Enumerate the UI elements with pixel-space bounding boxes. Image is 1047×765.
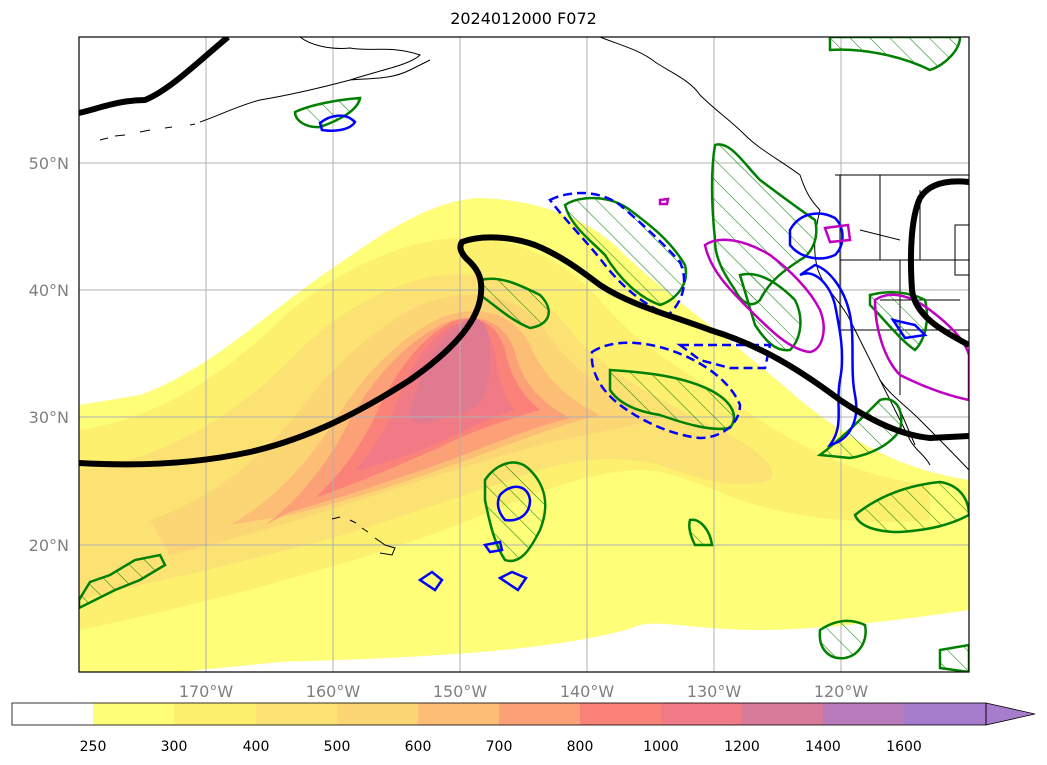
colorbar-cell: [742, 703, 823, 725]
blue-contour-j: [482, 540, 504, 554]
colorbar-cell: [499, 703, 580, 725]
blue-contours: [318, 114, 928, 592]
jet-axis-contours: [79, 37, 969, 468]
blue-contour-f: [496, 485, 532, 522]
colorbar: 250 300 400 500 600 700 800 1000 1200 14…: [11, 702, 1036, 755]
magenta-contour-a: [703, 238, 825, 354]
lat-label-40n: 40°N: [29, 281, 69, 300]
blue-contour-d: [788, 212, 844, 260]
hawaii: [331, 516, 396, 556]
lon-label-140w: 140°W: [560, 682, 615, 701]
colorbar-tick-1200: 1200: [724, 739, 760, 755]
colorbar-cell: [904, 703, 986, 725]
colorbar-cells: [12, 703, 986, 725]
lon-label-160w: 160°W: [306, 682, 361, 701]
colorbar-tick-labels: 250 300 400 500 600 700 800 1000 1200 14…: [80, 739, 922, 755]
lat-label-50n: 50°N: [29, 154, 69, 173]
colorbar-tick-1400: 1400: [805, 739, 841, 755]
colorbar-cell: [661, 703, 742, 725]
green-contour-i: [818, 619, 867, 660]
jet-axis-east: [907, 178, 969, 348]
green-contour-k: [828, 37, 962, 72]
alaska-coast: [199, 37, 821, 211]
magenta-contour-d: [658, 197, 670, 206]
longitude-axis-labels: 170°W 160°W 150°W 140°W 130°W 120°W: [179, 682, 869, 701]
map-title: 2024012000 F072: [450, 9, 597, 28]
colorbar-tick-500: 500: [324, 739, 351, 755]
blue-contour-e: [799, 263, 858, 448]
blue-contour-k: [890, 318, 928, 340]
colorbar-tick-400: 400: [243, 739, 270, 755]
colorbar-cell: [823, 703, 904, 725]
colorbar-cell: [93, 703, 174, 725]
map-area[interactable]: [79, 37, 969, 672]
colorbar-extend-arrow: [985, 702, 1036, 726]
green-contour-l: [293, 96, 362, 129]
map-frame: [78, 36, 970, 673]
north-america-coast: [814, 209, 969, 471]
green-contour-j: [79, 553, 167, 610]
lon-label-120w: 120°W: [814, 682, 869, 701]
colorbar-tick-1600: 1600: [886, 739, 922, 755]
magenta-contour-c: [823, 223, 852, 244]
colorbar-frame: [11, 702, 987, 726]
green-contour-g: [816, 397, 903, 460]
green-hatched-contours: [79, 37, 969, 672]
colorbar-cell: [580, 703, 661, 725]
colorbar-cell: [418, 703, 499, 725]
colorbar-cell: [337, 703, 418, 725]
colorbar-tick-600: 600: [405, 739, 432, 755]
colorbar-cell: [256, 703, 337, 725]
green-contour-d: [483, 461, 547, 563]
green-contour-a: [563, 196, 688, 307]
lat-label-30n: 30°N: [29, 408, 69, 427]
latitude-axis-labels: 20°N 30°N 40°N 50°N: [29, 154, 69, 555]
ivt-band-1200: [408, 318, 490, 424]
baja-coast: [879, 379, 931, 466]
colorbar-tick-1000: 1000: [643, 739, 679, 755]
colorbar-cell: [174, 703, 256, 725]
blue-contour-h: [417, 570, 444, 592]
colorbar-tick-250: 250: [80, 739, 107, 755]
lon-label-170w: 170°W: [179, 682, 234, 701]
jet-axis-main: [79, 234, 969, 468]
colorbar-tick-300: 300: [161, 739, 188, 755]
lat-label-20n: 20°N: [29, 536, 69, 555]
colorbar-cell: [12, 703, 93, 725]
green-contour-f: [738, 272, 802, 352]
colorbar-tick-700: 700: [486, 739, 513, 755]
green-contour-n: [938, 643, 969, 672]
lon-label-150w: 150°W: [433, 682, 488, 701]
aleutian-islands: [99, 123, 196, 141]
colorbar-tick-800: 800: [567, 739, 594, 755]
blue-contour-g: [318, 114, 357, 132]
green-contour-m: [687, 518, 714, 547]
green-contour-b: [478, 277, 550, 330]
blue-contour-i: [497, 570, 528, 592]
lon-label-130w: 130°W: [687, 682, 742, 701]
blue-dashed-contour-b: [590, 341, 742, 440]
jet-axis-north: [79, 37, 230, 116]
ivt-shading: [79, 198, 969, 672]
